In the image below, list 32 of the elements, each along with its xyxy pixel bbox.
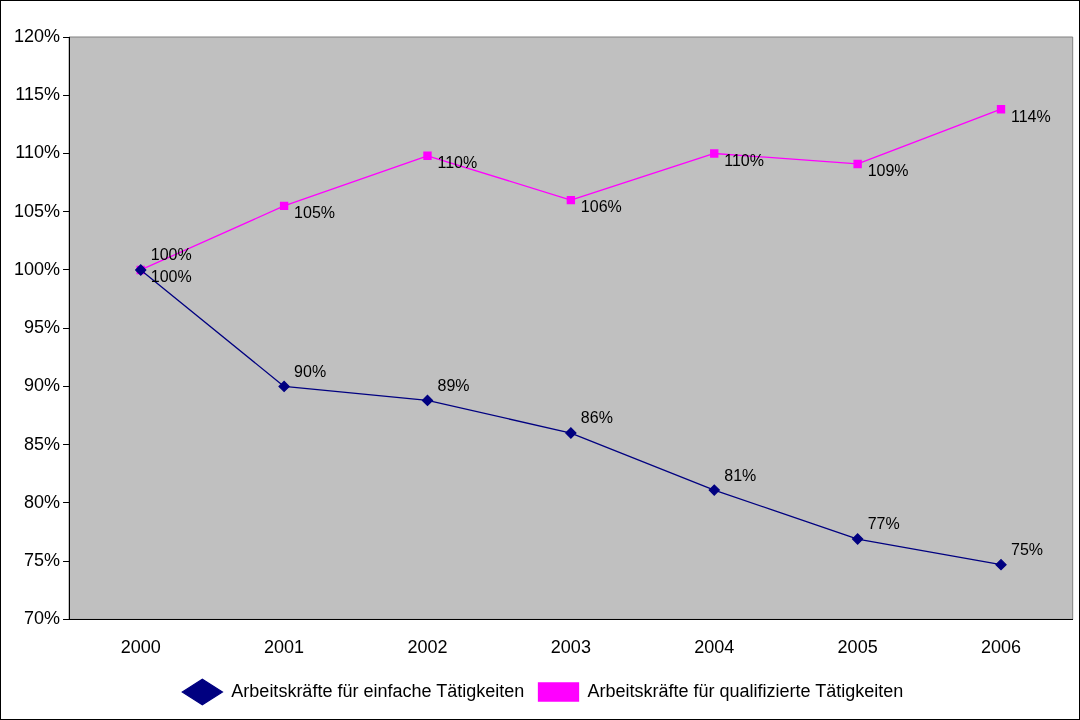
- data-label: 75%: [1011, 541, 1044, 559]
- y-tick-label: 80%: [24, 491, 61, 512]
- data-label: 109%: [867, 162, 909, 180]
- y-tick-label: 95%: [24, 317, 61, 338]
- y-tick-label: 105%: [13, 200, 61, 221]
- legend-label: Arbeitskräfte für qualifizierte Tätigkeiten: [587, 680, 904, 701]
- y-tick-label: 75%: [24, 550, 61, 571]
- data-label: 106%: [580, 198, 622, 216]
- data-label: 86%: [580, 409, 613, 427]
- y-tick-label: 115%: [15, 84, 61, 105]
- data-label: 77%: [867, 515, 900, 533]
- data-label: 110%: [724, 151, 764, 169]
- y-tick-label: 120%: [13, 25, 61, 46]
- x-tick-label: 2005: [837, 637, 878, 658]
- data-label: 90%: [294, 362, 327, 380]
- x-tick-label: 2000: [120, 637, 161, 658]
- legend-label: Arbeitskräfte für einfache Tätigkeiten: [231, 680, 525, 701]
- data-label: 105%: [294, 204, 336, 222]
- y-tick-label: 100%: [13, 258, 61, 279]
- data-label: 100%: [150, 268, 192, 286]
- x-tick-label: 2006: [980, 637, 1022, 658]
- x-tick-label: 2003: [550, 637, 591, 658]
- data-label: 81%: [724, 466, 757, 484]
- data-label: 89%: [437, 376, 470, 394]
- y-tick-label: 85%: [24, 433, 61, 454]
- data-label: 114%: [1011, 107, 1051, 125]
- x-tick-label: 2001: [264, 637, 305, 658]
- y-tick-label: 110%: [15, 142, 61, 163]
- y-tick-label: 90%: [24, 375, 61, 396]
- x-tick-label: 2002: [407, 637, 448, 658]
- y-tick-label: 70%: [24, 608, 61, 629]
- x-tick-label: 2004: [694, 637, 735, 658]
